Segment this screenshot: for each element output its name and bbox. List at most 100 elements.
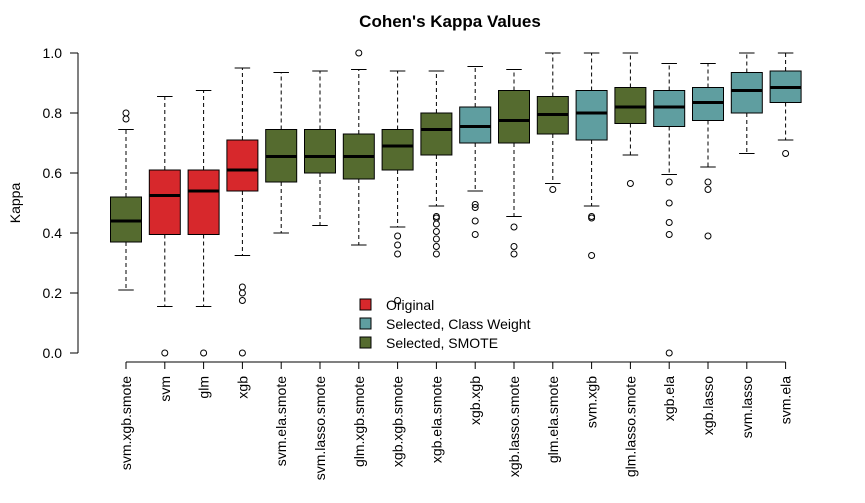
legend-item: Selected, SMOTE [359, 335, 498, 351]
outlier-point [394, 241, 402, 249]
legend: Original Selected, Class Weight Selected, … [359, 297, 531, 351]
legend-label: Selected, SMOTE [386, 335, 498, 351]
legend-swatch [359, 336, 372, 349]
x-tick-label: xgb [234, 376, 250, 399]
x-tick-label: xgb.lasso.smote [506, 376, 522, 477]
outlier-point [238, 349, 246, 357]
x-tick-label: svm.ela [778, 376, 794, 424]
iqr-box [498, 90, 530, 144]
x-tick-label: svm.xgb [584, 376, 600, 428]
outlier-point [704, 178, 712, 186]
outlier-point [510, 223, 518, 231]
outlier-point [510, 250, 518, 258]
y-axis: 0.0 0.2 0.4 0.6 0.8 1.0 [43, 45, 79, 361]
iqr-box [304, 129, 336, 174]
outlier-point [665, 178, 673, 186]
outlier-point [238, 297, 246, 304]
legend-swatch [359, 298, 372, 311]
outlier-point [471, 231, 479, 238]
outlier-point [200, 349, 208, 357]
box-svm.ela [769, 52, 802, 157]
box-glm [187, 90, 220, 357]
outlier-point [238, 289, 246, 297]
legend-item: Original [359, 297, 434, 313]
outlier-point [161, 349, 169, 357]
x-axis-labels: svm.xgb.smote svm glm xgb svm.ela.smote svm.l… [118, 361, 794, 480]
outlier-point [122, 109, 130, 117]
iqr-box [420, 112, 453, 156]
x-tick-label: svm.ela.smote [273, 376, 289, 466]
iqr-box [187, 169, 220, 235]
outlier-point [394, 297, 402, 304]
y-axis-label: Kappa [7, 183, 23, 224]
outlier-point [471, 217, 479, 225]
x-tick-label: xgb.lasso [700, 376, 716, 435]
y-tick-label: 0.2 [43, 285, 63, 301]
box-xgb.lasso [692, 63, 724, 240]
outlier-point [471, 201, 479, 208]
legend-item: Selected, Class Weight [359, 316, 531, 332]
outlier-point [588, 252, 596, 259]
outlier-point [432, 235, 440, 243]
box-glm.lasso.smote [614, 52, 647, 187]
x-tick-label: xgb.ela.smote [428, 376, 444, 463]
outlier-point [626, 180, 634, 187]
box-xgb.ela.smote [420, 70, 453, 258]
y-tick-label: 0.4 [43, 225, 63, 241]
x-tick-label: xgb.xgb [467, 376, 483, 425]
outlier-point [588, 213, 596, 220]
box-svm.lasso.smote [304, 70, 336, 226]
outlier-point [432, 228, 440, 235]
outlier-point [665, 231, 673, 238]
box-xgb.ela [653, 63, 686, 357]
iqr-box [575, 90, 608, 141]
y-tick-label: 0.6 [43, 165, 63, 181]
y-tick-label: 1.0 [43, 45, 63, 61]
box-svm.lasso [730, 52, 763, 154]
iqr-box [226, 139, 259, 192]
box-svm [148, 96, 181, 357]
box-xgb [226, 67, 259, 357]
x-tick-label: svm.lasso.smote [312, 376, 328, 480]
legend-swatch [359, 317, 372, 330]
outlier-point [122, 115, 130, 123]
box-glm.ela.smote [536, 52, 569, 193]
outlier-point [432, 250, 440, 258]
box-xgb.lasso.smote [498, 69, 530, 258]
outlier-point [782, 150, 790, 157]
outlier-point [704, 186, 712, 193]
iqr-box [381, 129, 414, 171]
x-tick-label: glm [196, 376, 212, 399]
legend-label: Selected, Class Weight [386, 316, 531, 332]
box-svm.ela.smote [265, 72, 298, 234]
y-tick-label: 0.0 [43, 345, 63, 361]
legend-label: Original [386, 297, 434, 313]
boxes-group [110, 49, 802, 357]
x-tick-label: xgb.ela [661, 376, 677, 421]
outlier-point [432, 213, 440, 220]
box-svm.xgb.smote [110, 109, 142, 291]
x-tick-label: svm.lasso [739, 376, 755, 438]
x-tick-label: glm.lasso.smote [622, 376, 638, 477]
box-xgb.xgb.smote [381, 70, 414, 304]
outlier-point [432, 220, 440, 228]
x-tick-label: glm.xgb.smote [351, 376, 367, 467]
box-glm.xgb.smote [342, 49, 375, 246]
outlier-point [665, 349, 673, 357]
box-svm.xgb [575, 52, 608, 259]
outlier-point [394, 250, 402, 258]
outlier-point [471, 204, 479, 211]
y-tick-label: 0.8 [43, 105, 63, 121]
x-tick-label: svm.xgb.smote [118, 376, 134, 470]
outlier-point [432, 243, 440, 250]
outlier-point [665, 219, 673, 226]
iqr-box [730, 72, 763, 114]
outlier-point [355, 49, 363, 57]
outlier-point [510, 243, 518, 250]
box-xgb.xgb [459, 66, 492, 238]
x-tick-label: xgb.xgb.smote [390, 376, 406, 467]
iqr-box [148, 169, 181, 235]
outlier-point [238, 283, 246, 291]
chart-title: Cohen's Kappa Values [359, 12, 541, 31]
